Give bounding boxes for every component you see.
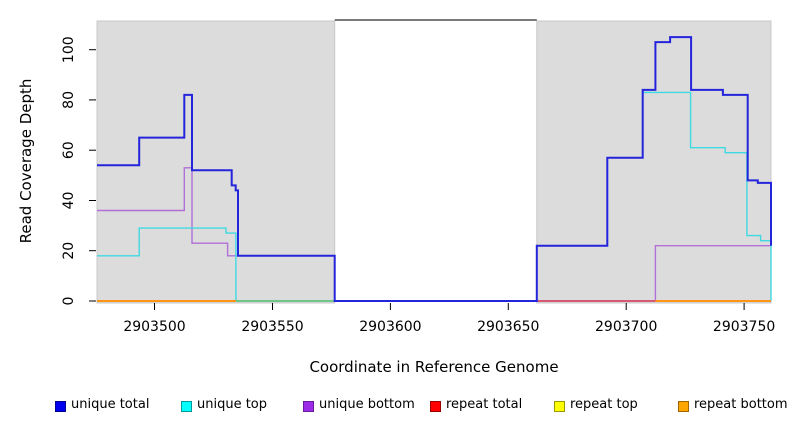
legend-swatch-repeat-total: [430, 401, 441, 412]
x-tick-label: 2903550: [241, 319, 303, 335]
legend-swatch-repeat-top: [554, 401, 565, 412]
y-tick-label: 80: [61, 91, 77, 109]
legend-label-unique-total: unique total: [71, 397, 150, 412]
x-tick-label: 2903750: [713, 319, 775, 335]
legend-swatch-unique-bottom: [303, 401, 314, 412]
y-tick-label: 20: [61, 242, 77, 260]
legend-label-unique-bottom: unique bottom: [319, 397, 415, 412]
legend-swatch-repeat-bottom: [678, 401, 689, 412]
y-tick-label: 60: [61, 141, 77, 159]
legend-swatch-unique-total: [55, 401, 66, 412]
x-tick-label: 2903500: [123, 319, 185, 335]
legend-label-repeat-total: repeat total: [446, 397, 523, 412]
series-unique-bottom-line: [97, 167, 771, 302]
repeat-region-shading-0: [96, 20, 336, 304]
x-tick-label: 2903650: [477, 319, 539, 335]
legend-label-repeat-bottom: repeat bottom: [694, 397, 788, 412]
y-tick-label: 40: [61, 192, 77, 210]
y-axis-title: Read Coverage Depth: [17, 79, 35, 244]
x-tick-label: 2903600: [359, 319, 421, 335]
repeat-region-shading-1: [536, 20, 772, 304]
x-axis-title: Coordinate in Reference Genome: [309, 358, 558, 376]
y-tick-label: 100: [61, 36, 77, 63]
y-tick-label: 0: [61, 297, 77, 306]
legend-label-repeat-top: repeat top: [570, 397, 638, 412]
series-unique-total-line: [97, 36, 772, 302]
legend: unique total unique top unique bottom re…: [0, 396, 792, 422]
x-tick-label: 2903700: [595, 319, 657, 335]
chart-layers: 2903500 2903550 2903600 2903650 2903700 29037…: [61, 19, 775, 335]
legend-label-unique-top: unique top: [197, 397, 268, 412]
legend-swatch-unique-top: [181, 401, 192, 412]
